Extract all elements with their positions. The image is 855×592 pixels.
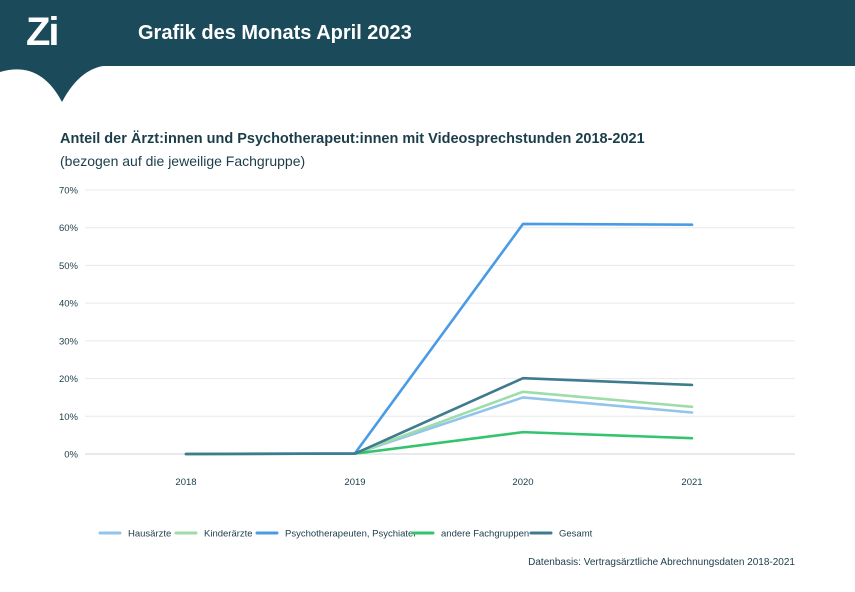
x-tick-label: 2021: [681, 477, 702, 488]
y-tick-label: 60%: [59, 223, 79, 234]
y-tick-label: 0%: [64, 450, 78, 461]
series-line: [184, 390, 694, 456]
header-notch-shape: [0, 65, 120, 102]
header-bar: [0, 0, 855, 66]
legend-label: Hausärzte: [128, 529, 171, 540]
x-tick-label: 2019: [344, 477, 365, 488]
legend-label: Kinderärzte: [204, 529, 253, 540]
y-tick-label: 10%: [59, 412, 79, 423]
y-tick-label: 40%: [59, 299, 79, 310]
y-tick-label: 20%: [59, 374, 79, 385]
x-tick-label: 2020: [512, 477, 533, 488]
chart-subtitle: (bezogen auf die jeweilige Fachgruppe): [60, 153, 306, 169]
y-tick-label: 30%: [59, 336, 79, 347]
series-line: [184, 430, 694, 456]
y-tick-label: 70%: [59, 186, 79, 197]
header-title: Grafik des Monats April 2023: [138, 22, 412, 44]
legend-label: Psychotherapeuten, Psychiater: [285, 529, 417, 540]
series-line: [184, 376, 694, 456]
chart-title: Anteil der Ärzt:innen und Psychotherapeu…: [60, 131, 645, 147]
x-tick-label: 2018: [175, 477, 196, 488]
source-note: Datenbasis: Vertragsärztliche Abrechnung…: [528, 557, 795, 568]
series-line: [184, 396, 694, 456]
legend-label: Gesamt: [559, 529, 593, 540]
y-tick-label: 50%: [59, 261, 79, 272]
zi-logo: Zi: [26, 10, 60, 54]
legend-label: andere Fachgruppen: [441, 529, 529, 540]
series-line: [184, 222, 694, 456]
